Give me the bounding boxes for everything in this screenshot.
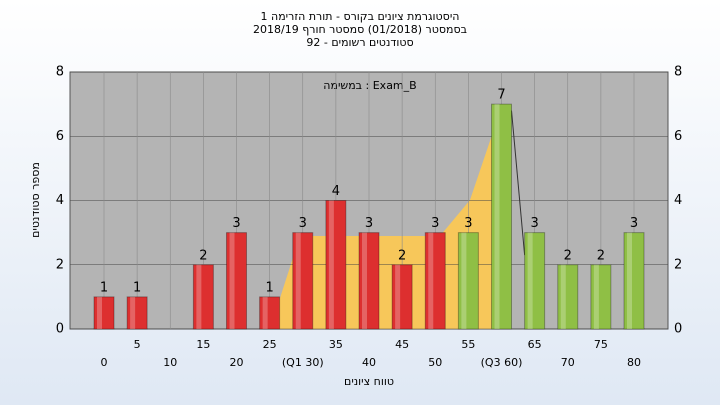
bar-shine <box>627 232 632 329</box>
bar-shine <box>527 232 533 329</box>
bar <box>226 232 247 330</box>
x-tick-label: 80 <box>627 356 641 369</box>
value-label: 2 <box>398 248 406 263</box>
bar-shine <box>97 296 102 329</box>
x-tick-label: 35 <box>329 338 343 351</box>
x-tick-label: 55 <box>461 338 475 351</box>
bar-shine <box>328 200 334 329</box>
x-tick-label: 0 <box>101 356 108 369</box>
value-label: 2 <box>597 248 605 263</box>
y2-tick-label: 8 <box>674 65 682 80</box>
y-tick-label: 8 <box>56 65 64 80</box>
value-label: 2 <box>564 248 572 263</box>
bar <box>590 264 612 330</box>
value-label: 3 <box>464 216 472 231</box>
y2-tick-label: 0 <box>674 322 682 337</box>
value-label: 3 <box>630 216 638 231</box>
bar <box>358 232 380 330</box>
value-label: 3 <box>365 216 373 231</box>
title-line: היסטוגרמת ציונים בקורס - תורת הזרימה 1 <box>261 10 460 23</box>
value-label: 1 <box>100 280 108 295</box>
bar-shine <box>395 264 401 329</box>
x-tick-label: 40 <box>362 356 376 369</box>
value-label: 3 <box>299 216 307 231</box>
bar-shine <box>130 296 136 329</box>
value-label: 1 <box>265 280 273 295</box>
bar <box>391 264 413 330</box>
y-tick-label: 0 <box>56 322 64 337</box>
y-axis-label: מספר סטודנטים <box>29 162 42 238</box>
bar <box>524 232 546 330</box>
x-tick-label: 45 <box>395 338 409 351</box>
title-line: סטודנטים רשומים - 92 <box>306 36 413 49</box>
y2-tick-label: 2 <box>674 257 682 272</box>
y2-tick-label: 6 <box>674 129 682 144</box>
bar <box>457 232 479 330</box>
bar <box>424 232 446 330</box>
x-tick-label: 5 <box>134 338 141 351</box>
bar-shine <box>262 296 268 329</box>
y-tick-label: 6 <box>56 129 64 144</box>
x-tick-label: 70 <box>561 356 575 369</box>
bar <box>126 296 148 330</box>
x-axis-label: טווח ציונים <box>344 375 394 388</box>
x-tick-label: (Q3 60) <box>481 356 523 369</box>
annotation: במשימה : Exam_B <box>323 79 416 92</box>
bar-shine <box>461 232 467 329</box>
bar-shine <box>494 104 500 329</box>
y-tick-label: 2 <box>56 257 64 272</box>
x-tick-label: 65 <box>528 338 542 351</box>
value-label: 1 <box>133 280 141 295</box>
x-tick-label: 75 <box>594 338 608 351</box>
bar-shine <box>428 232 434 329</box>
x-tick-label: (Q1 30) <box>282 356 324 369</box>
bar-shine <box>593 264 599 329</box>
bar <box>325 200 347 330</box>
title-line: בסמסטר (01/2018) סמסטר חורף 2018/19 <box>253 23 467 36</box>
bar <box>292 232 314 330</box>
bar-shine <box>229 232 235 329</box>
bar-shine <box>362 232 367 329</box>
value-label: 2 <box>199 248 207 263</box>
bar <box>491 103 512 330</box>
x-tick-label: 20 <box>230 356 244 369</box>
y-tick-label: 4 <box>56 193 64 208</box>
bar <box>192 264 214 330</box>
value-label: 3 <box>431 216 439 231</box>
x-tick-label: 50 <box>428 356 442 369</box>
y2-tick-label: 4 <box>674 193 682 208</box>
x-tick-label: 25 <box>263 338 277 351</box>
x-tick-label: 10 <box>163 356 177 369</box>
value-label: 4 <box>332 184 340 199</box>
bar <box>93 296 115 330</box>
value-label: 3 <box>232 216 240 231</box>
value-label: 3 <box>530 216 538 231</box>
bar <box>623 232 645 330</box>
bar-shine <box>196 264 202 329</box>
bar-shine <box>560 264 566 329</box>
bar <box>557 264 579 330</box>
bar-shine <box>295 232 301 329</box>
trend-line <box>511 110 526 256</box>
value-label: 7 <box>497 88 505 103</box>
bar <box>259 296 281 330</box>
x-tick-label: 15 <box>196 338 210 351</box>
